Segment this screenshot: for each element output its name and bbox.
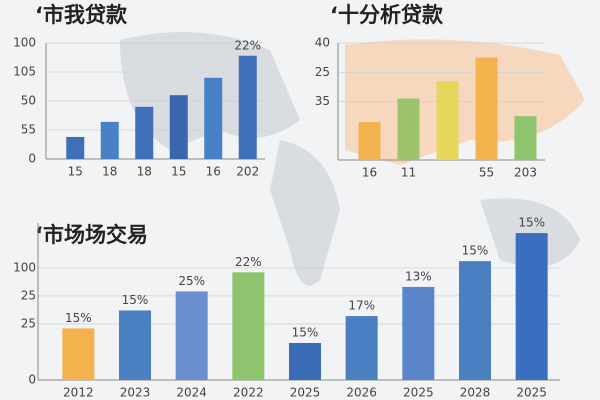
bar-label: 15% [122,293,149,307]
bar-label: 15% [518,216,545,230]
chart-title: ‘十分析贷款 [330,3,444,27]
x-tick-label: 18 [137,165,152,179]
y-tick-label: 0 [28,373,36,387]
bar-label: 22% [235,255,262,269]
chart-title: ‘市我贷款 [35,3,128,27]
x-tick-label: 2023 [120,386,151,400]
bar [100,121,119,159]
chart-title: ‘市场场交易 [35,223,148,247]
y-tick-label: 100 [13,36,36,50]
x-tick-label: 11 [401,166,416,180]
y-tick-label: 50 [21,94,36,108]
continent [270,140,340,286]
x-tick-label: 2012 [63,386,94,400]
y-tick-label: 40 [315,36,330,50]
x-tick-label: 2024 [176,386,207,400]
bar [66,136,85,159]
bar [514,116,537,160]
x-tick-label: 15 [171,165,186,179]
x-tick-label: 2022 [233,386,264,400]
y-tick-label: 25 [315,65,330,79]
bar [515,233,548,380]
x-tick-label: 2026 [346,386,377,400]
x-tick-label: 55 [479,166,494,180]
bar-label: 17% [348,299,375,313]
x-tick-label: 203 [514,166,537,180]
x-tick-label: 2028 [460,386,491,400]
bar [119,310,151,380]
bar [175,291,208,380]
bar [204,77,223,159]
y-tick-label: 25 [21,288,36,302]
bar [358,121,381,160]
bar-label: 15% [462,244,489,258]
bar [232,272,265,380]
x-tick-label: 2025 [290,386,321,400]
x-tick-label: 202 [236,165,259,179]
y-tick-label: 0 [28,152,36,166]
bar-label: 25% [178,274,205,288]
x-tick-label: 16 [206,165,221,179]
bar [397,98,420,160]
bar-label: 15% [292,325,319,339]
bar [459,261,491,380]
y-tick-label: 55 [21,123,36,137]
x-tick-label: 16 [362,166,377,180]
y-tick-label: 35 [315,94,330,108]
bar [135,106,154,159]
bar-label: 13% [405,269,432,283]
bar [475,57,498,160]
y-tick-label: 105 [13,65,36,79]
x-tick-label: 2025 [403,386,434,400]
bar [62,328,95,380]
continent [480,198,580,267]
bar [436,81,459,160]
x-tick-label: 15 [68,165,83,179]
x-tick-label: 18 [102,165,117,179]
bar [238,55,257,160]
y-tick-label: 25 [21,316,36,330]
bar [345,316,378,380]
y-tick-label: 100 [13,260,36,274]
bar-label: 22% [234,38,261,52]
bar-label: 15% [65,311,92,325]
bar [402,286,435,380]
bar [169,95,188,159]
x-tick-label: 2025 [516,386,547,400]
bar [289,342,321,380]
